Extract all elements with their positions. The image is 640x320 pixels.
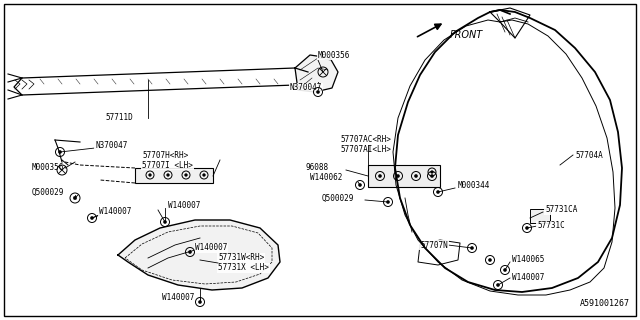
Polygon shape	[118, 220, 280, 290]
Polygon shape	[295, 55, 338, 92]
Text: 57707H<RH>: 57707H<RH>	[142, 150, 188, 159]
Circle shape	[358, 183, 362, 187]
Circle shape	[73, 196, 77, 200]
Text: 57707AC<RH>: 57707AC<RH>	[340, 135, 391, 145]
Circle shape	[470, 246, 474, 250]
Text: 57707I <LH>: 57707I <LH>	[142, 161, 193, 170]
Text: 57731X <LH>: 57731X <LH>	[218, 263, 269, 273]
Circle shape	[188, 251, 191, 253]
Circle shape	[148, 173, 152, 176]
Text: W140065: W140065	[512, 255, 545, 265]
Text: W140007: W140007	[195, 244, 227, 252]
Circle shape	[378, 174, 381, 178]
Text: M000356: M000356	[318, 51, 350, 60]
Text: 57704A: 57704A	[575, 150, 603, 159]
Circle shape	[198, 300, 202, 304]
Circle shape	[163, 220, 166, 224]
Text: W140007: W140007	[512, 274, 545, 283]
Text: 57707N: 57707N	[420, 241, 448, 250]
Circle shape	[316, 91, 319, 93]
Text: Q500029: Q500029	[32, 188, 65, 196]
Circle shape	[504, 268, 507, 272]
Text: 57711D: 57711D	[105, 114, 132, 123]
Circle shape	[497, 284, 500, 287]
Bar	[135, 168, 213, 183]
Circle shape	[415, 174, 417, 178]
Text: 57731W<RH>: 57731W<RH>	[218, 253, 264, 262]
Text: A591001267: A591001267	[580, 299, 630, 308]
Text: FRONT: FRONT	[450, 30, 483, 40]
Circle shape	[90, 216, 93, 220]
Circle shape	[431, 174, 433, 178]
Circle shape	[58, 150, 61, 154]
Circle shape	[396, 174, 399, 178]
Text: W140007: W140007	[162, 293, 195, 302]
Text: M000344: M000344	[458, 180, 490, 189]
Text: W140062: W140062	[310, 173, 342, 182]
Bar	[368, 165, 440, 187]
Circle shape	[436, 190, 440, 194]
Circle shape	[166, 173, 170, 176]
Text: 96088: 96088	[305, 164, 328, 172]
Text: 57731C: 57731C	[537, 221, 564, 230]
Text: N370047: N370047	[290, 84, 323, 92]
Text: W140007: W140007	[99, 207, 131, 217]
Text: Q500029: Q500029	[322, 194, 355, 203]
Text: W140007: W140007	[168, 201, 200, 210]
Circle shape	[431, 171, 433, 173]
Text: N370047: N370047	[95, 140, 127, 149]
Text: 57707AI<LH>: 57707AI<LH>	[340, 146, 391, 155]
Bar	[530, 209, 550, 223]
Circle shape	[525, 227, 529, 229]
Circle shape	[488, 259, 492, 261]
Circle shape	[184, 173, 188, 176]
Text: M000356: M000356	[32, 164, 65, 172]
Text: 57731CA: 57731CA	[545, 205, 577, 214]
Circle shape	[203, 173, 205, 176]
Circle shape	[387, 200, 390, 204]
